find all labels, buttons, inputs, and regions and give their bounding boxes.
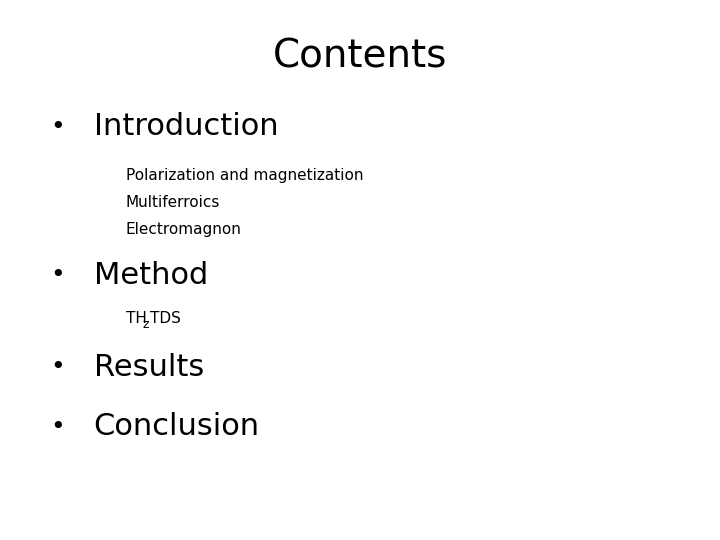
Text: Polarization and magnetization: Polarization and magnetization <box>126 168 364 183</box>
Text: •: • <box>50 355 65 379</box>
Text: Introduction: Introduction <box>94 112 278 141</box>
Text: Contents: Contents <box>273 38 447 76</box>
Text: •: • <box>50 415 65 438</box>
Text: z: z <box>143 318 149 330</box>
Text: Conclusion: Conclusion <box>94 412 260 441</box>
Text: •: • <box>50 115 65 139</box>
Text: Method: Method <box>94 261 208 290</box>
Text: Electromagnon: Electromagnon <box>126 222 242 237</box>
Text: TH: TH <box>126 311 147 326</box>
Text: TDS: TDS <box>150 311 181 326</box>
Text: Results: Results <box>94 353 204 382</box>
Text: Multiferroics: Multiferroics <box>126 195 220 210</box>
Text: •: • <box>50 264 65 287</box>
